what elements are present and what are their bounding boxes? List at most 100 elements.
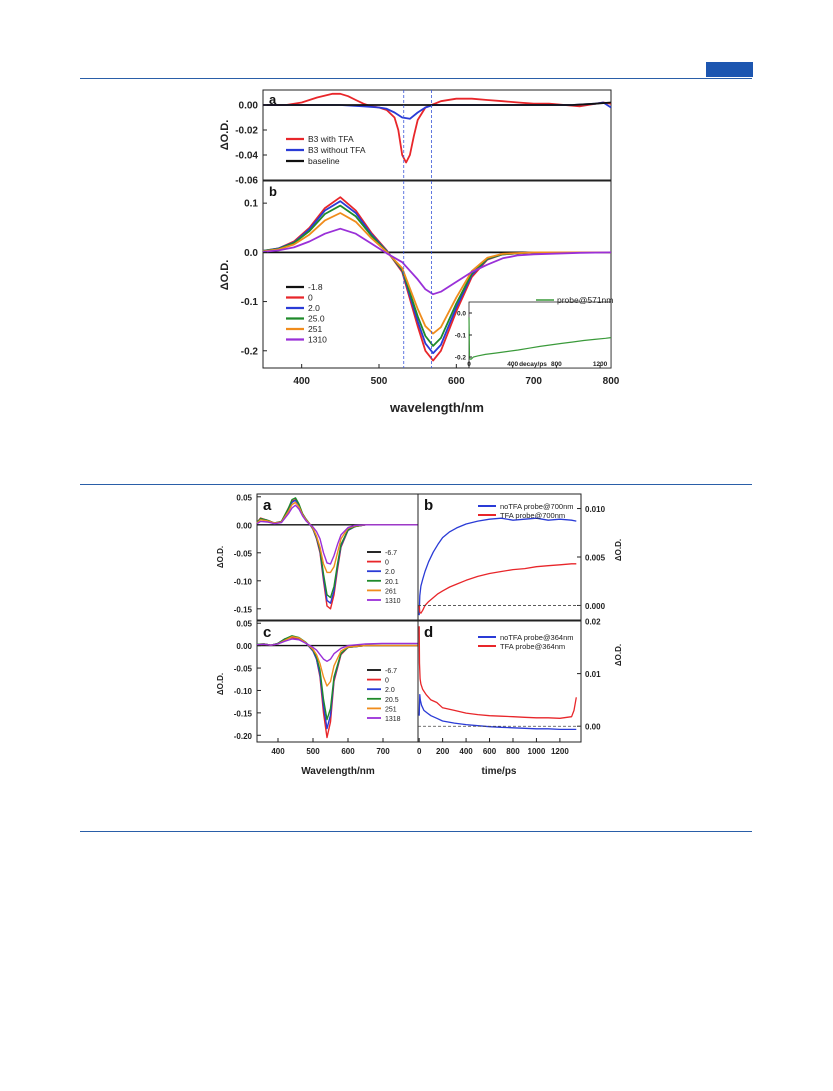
fig1b-ytick-label-1: 0.0 <box>244 248 258 259</box>
fig1b-inset-ytick-label-1: -0.1 <box>455 333 467 340</box>
fig1b-legend-label-0: -1.8 <box>308 282 323 292</box>
fig2c-legend-label-4: 251 <box>385 706 397 713</box>
fig2b-series-0-line <box>418 517 577 616</box>
fig2d-xtick-label-6: 1200 <box>551 747 569 756</box>
fig2c-ytick-label-2: -0.05 <box>234 665 253 674</box>
fig1b-ylabel: ΔO.D. <box>219 260 231 291</box>
fig2c-xtick-label-3: 700 <box>376 747 390 756</box>
fig2d-xtick-label-3: 600 <box>483 747 497 756</box>
fig2b-ytick-label-2: 0.000 <box>585 602 606 611</box>
fig1b-legend-label-5: 1310 <box>308 335 327 345</box>
fig2c-ytick-label-4: -0.15 <box>234 709 253 718</box>
fig1b-ytick-label-2: -0.1 <box>241 297 259 308</box>
fig2a-ytick-label-2: -0.05 <box>234 549 253 558</box>
fig2c-frame <box>256 620 419 743</box>
fig1b-legend-label-2: 2.0 <box>308 303 320 313</box>
fig2a-legend-label-5: 1310 <box>385 598 401 605</box>
header-tab <box>706 62 753 77</box>
fig2d-series-0-line <box>418 694 577 731</box>
fig2d-legend-label-1: TFA probe@364nm <box>500 642 565 651</box>
fig2d-xtick-label-0: 0 <box>417 747 422 756</box>
fig2a-legend-label-0: -6.7 <box>385 550 397 557</box>
fig1b-inset-ytick-label-2: -0.2 <box>455 355 467 362</box>
fig2a-legend-label-2: 2.0 <box>385 569 395 576</box>
fig1a-series-2-line <box>263 101 612 106</box>
fig1b-series-5-line <box>262 227 612 296</box>
fig1a-ytick-label-0: 0.00 <box>239 101 259 112</box>
fig2d-legend-label-0: noTFA probe@364nm <box>500 633 574 642</box>
fig1a-panel-label: a <box>269 92 277 107</box>
fig1b-inset-line <box>468 317 612 360</box>
fig2d-ytick-label-1: 0.01 <box>585 670 601 679</box>
fig1b-xtick-label-0: 400 <box>293 376 310 387</box>
fig1b-ytick-label-3: -0.2 <box>241 346 259 357</box>
fig2c-panel: 0.05 0.00 -0.05 -0.10 -0.15 -0.20 400 500 600 700… <box>216 620 419 777</box>
fig2c-ytick-label-3: -0.10 <box>234 687 253 696</box>
fig2b-legend-label-0: noTFA probe@700nm <box>500 502 574 511</box>
fig2b-ylabel: ΔO.D. <box>614 539 623 561</box>
fig2d-xtick-label-1: 200 <box>436 747 450 756</box>
fig1a-legend-label-2: baseline <box>308 156 340 166</box>
fig1b-ytick-label-0: 0.1 <box>244 199 258 210</box>
fig2a-ytick-label-0: 0.05 <box>236 493 252 502</box>
fig2d-xtick-label-4: 800 <box>506 747 520 756</box>
fig2a-panel-label: a <box>263 497 272 514</box>
fig1a-series-0-line <box>263 92 612 164</box>
fig2c-ylabel: ΔO.D. <box>216 673 225 695</box>
fig1b-xlabel: wavelength/nm <box>389 400 484 415</box>
fig1a-legend-label-0: B3 with TFA <box>308 134 354 144</box>
fig1b-series-3-line <box>262 204 611 347</box>
fig2a-legend-label-4: 261 <box>385 588 397 595</box>
fig2d-frame <box>417 620 582 743</box>
fig2d-panel-label: d <box>424 624 433 641</box>
fig1b-xtick-label-2: 600 <box>448 376 465 387</box>
section-rule-2 <box>80 831 752 832</box>
fig2c-ytick-label-5: -0.20 <box>234 732 253 741</box>
fig1b-inset-xtick-label-2: 800 <box>551 361 562 368</box>
fig2c-xtick-label-0: 400 <box>271 747 285 756</box>
fig1b-inset-xlabel: decay/ps <box>519 361 547 368</box>
fig2b-panel-label: b <box>424 497 433 514</box>
fig1b-frame <box>262 180 612 369</box>
fig2a-legend-label-1: 0 <box>385 560 389 567</box>
fig2d-series-1-line <box>418 626 577 719</box>
fig2a-ytick-label-4: -0.15 <box>234 605 253 614</box>
fig1b-xtick-label-1: 500 <box>371 376 388 387</box>
fig2d-ylabel: ΔO.D. <box>614 644 623 666</box>
fig1b-legend-label-3: 25.0 <box>308 314 325 324</box>
fig2c-xtick-label-1: 500 <box>306 747 320 756</box>
fig2b-ytick-label-0: 0.010 <box>585 505 606 514</box>
fig1b-inset-ytick-label-0: 0.0 <box>457 311 466 318</box>
fig2c-legend-label-1: 0 <box>385 678 389 685</box>
fig2a-ylabel: ΔO.D. <box>216 546 225 568</box>
fig1b-xtick-label-3: 700 <box>525 376 542 387</box>
fig1a-ytick-label-3: -0.06 <box>235 176 258 187</box>
fig2c-ytick-label-1: 0.00 <box>236 642 252 651</box>
fig1b-inset-legend-label: probe@571nm <box>557 295 613 305</box>
fig1b-inset: 0.0 -0.1 -0.20 400 800 1200 decay/ps probe@571n… <box>455 295 613 369</box>
fig1b-inset-xtick-label-0: 0 <box>467 361 471 368</box>
fig2d-ytick-label-0: 0.02 <box>585 618 601 627</box>
fig1b-legend-label-4: 251 <box>308 324 322 334</box>
fig2a-ytick-label-3: -0.10 <box>234 577 253 586</box>
section-rule-1 <box>80 484 752 485</box>
fig2a-panel: 0.05 0.00 -0.05 -0.10 -0.15 a -6.7 0 2.0 20.1 261 1… <box>216 493 419 621</box>
fig2a-legend-label-3: 20.1 <box>385 579 399 586</box>
fig1b-inset-frame <box>468 301 612 369</box>
fig2d-ytick-label-2: 0.00 <box>585 723 601 732</box>
fig1b-series-4-line <box>262 212 611 335</box>
fig1a-frame <box>262 89 612 181</box>
fig1a-ytick-label-1: -0.02 <box>235 126 258 137</box>
fig2a-series-5-line <box>256 504 418 565</box>
fig2d-xtick-label-5: 1000 <box>528 747 546 756</box>
fig2d-xtick-label-2: 400 <box>459 747 473 756</box>
fig2b-series-1-line <box>418 563 577 614</box>
fig1a-legend-label-1: B3 without TFA <box>308 145 366 155</box>
fig2c-xtick-label-2: 600 <box>341 747 355 756</box>
fig1b-legend-label-1: 0 <box>308 293 313 303</box>
fig2c-panel-label: c <box>263 624 271 641</box>
fig2c-legend-label-5: 1318 <box>385 716 401 723</box>
